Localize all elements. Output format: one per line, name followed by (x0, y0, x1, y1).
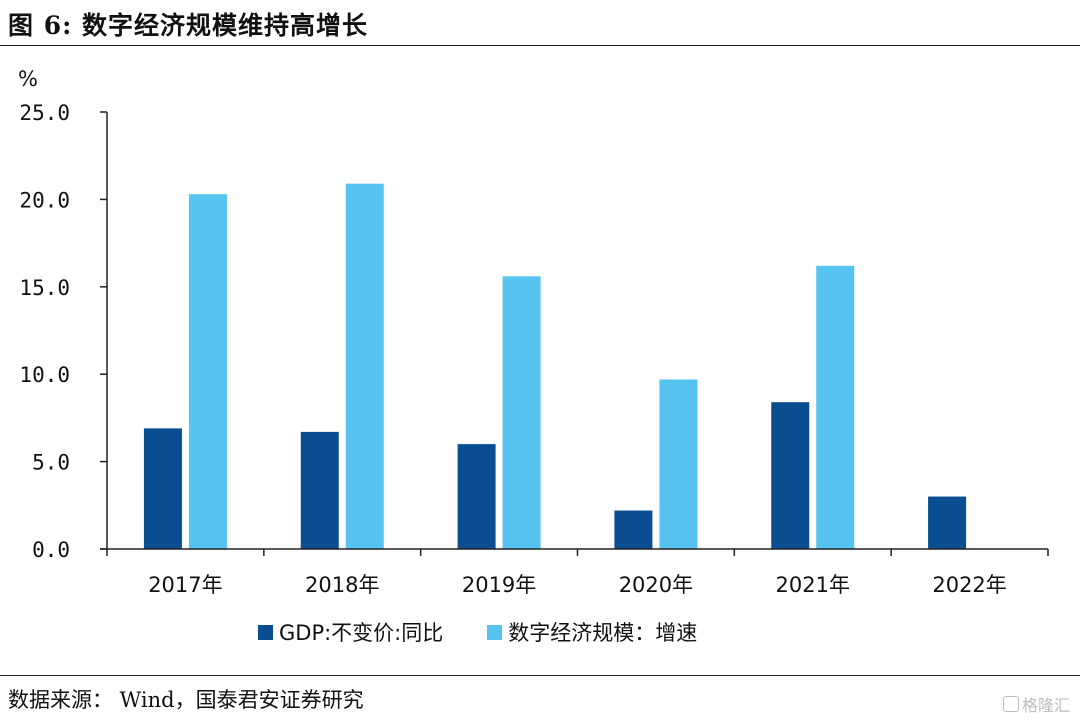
bar-gdp (928, 496, 967, 549)
legend-label-gdp: GDP:不变价:同比 (279, 621, 444, 645)
bar-chart: % 0.0 5.0 10.0 15.0 20.0 25.0 2017年 2018年 2019年… (18, 67, 1049, 597)
x-category-label: 2021年 (776, 573, 850, 597)
y-tick-label: 20.0 (19, 188, 70, 212)
y-tick-label: 10.0 (19, 363, 70, 387)
x-category-label: 2019年 (462, 573, 536, 597)
y-tick-label: 0.0 (32, 538, 70, 562)
bar-gdp (614, 510, 653, 549)
watermark-logo-icon (1002, 696, 1019, 712)
legend: GDP:不变价:同比 数字经济规模：增速 (258, 617, 697, 647)
x-category-label: 2017年 (148, 573, 222, 597)
top-rule (0, 45, 1080, 46)
bar-gdp (457, 444, 496, 549)
chart-title: 图 6: 数字经济规模维持高增长 (8, 11, 369, 40)
y-axis-unit-label: % (18, 67, 38, 91)
y-axis: 0.0 5.0 10.0 15.0 20.0 25.0 (19, 101, 108, 562)
legend-swatch-digital-economy (487, 624, 503, 640)
bar-digital-economy (502, 276, 541, 549)
bar-digital-economy (816, 265, 855, 549)
source-note: 数据来源： Wind，国泰君安证券研究 (8, 688, 364, 712)
x-axis: 2017年 2018年 2019年 2020年 2021年 2022年 (100, 548, 1049, 597)
bar-digital-economy (659, 379, 698, 549)
y-tick-label: 5.0 (32, 451, 70, 475)
x-category-label: 2022年 (932, 573, 1006, 597)
legend-item-gdp: GDP:不变价:同比 (258, 617, 443, 647)
bar-gdp (771, 402, 810, 549)
y-tick-label: 15.0 (19, 276, 70, 300)
y-tick-label: 25.0 (19, 101, 70, 125)
x-category-label: 2020年 (619, 573, 693, 597)
bottom-rule (0, 675, 1080, 676)
legend-swatch-gdp (258, 624, 273, 640)
bar-gdp (143, 428, 182, 549)
legend-item-digital-economy: 数字经济规模：增速 (487, 617, 697, 647)
bars-group (143, 183, 967, 549)
x-category-label: 2018年 (305, 573, 379, 597)
bar-gdp (300, 431, 339, 549)
bar-digital-economy (345, 183, 384, 549)
watermark-text: 格隆汇 (1021, 696, 1070, 715)
bar-digital-economy (188, 194, 227, 549)
watermark: 格隆汇 (1002, 692, 1070, 716)
legend-label-digital-economy: 数字经济规模：增速 (508, 621, 698, 645)
